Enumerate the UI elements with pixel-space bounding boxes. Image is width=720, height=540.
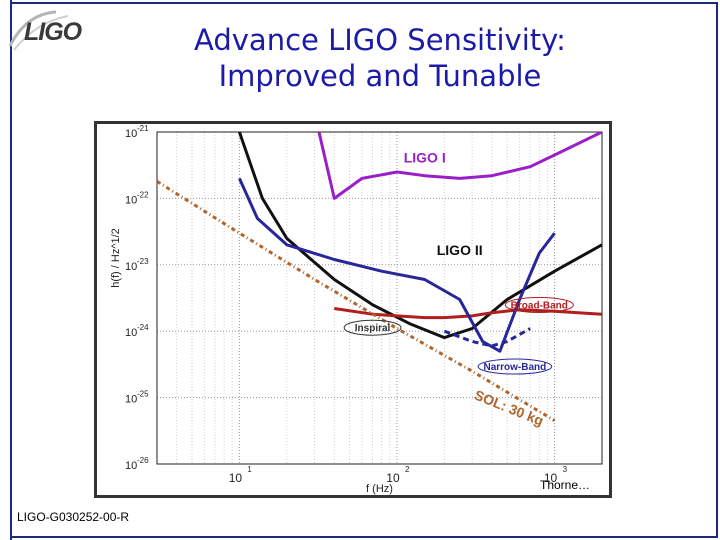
y-tick-exponent: -21	[137, 124, 149, 133]
label-narrowband: Narrow-Band	[483, 362, 546, 373]
sensitivity-chart: LIGO I LIGO II Broad-Band Narrow-Band Inspir…	[97, 124, 609, 495]
x-tick-label: 10	[386, 471, 400, 485]
slide-border-left	[10, 0, 12, 540]
x-tick-exponent: 3	[563, 465, 568, 474]
label-inspiral-outline	[343, 319, 402, 336]
chart-series	[157, 132, 602, 422]
x-tick-label: 10	[544, 471, 558, 485]
x-axis-label: f (Hz)	[366, 483, 393, 495]
series-narrow-band-detuned	[443, 327, 531, 348]
y-tick-exponent: -24	[137, 323, 149, 332]
plot-area-border	[156, 131, 603, 465]
x-tick-exponent: 2	[405, 465, 410, 474]
title-line-2: Improved and Tunable	[218, 59, 542, 93]
series-ligo-i	[317, 132, 602, 200]
y-tick-label: 10	[125, 261, 137, 273]
y-tick-label: 10	[125, 327, 137, 339]
y-axis-label: h(f) / Hz^1/2	[110, 228, 122, 288]
label-ligo2: LIGO II	[437, 242, 483, 258]
slide-border-right	[716, 2, 718, 538]
ligo-swoosh-icon	[8, 10, 69, 51]
figure-caption: Thorne…	[540, 478, 591, 492]
y-tick-label: 10	[125, 394, 137, 406]
series-broad-band	[334, 307, 602, 320]
label-inspiral: Inspiral	[355, 323, 391, 334]
slide-title: Advance LIGO Sensitivity: Improved and T…	[140, 22, 620, 94]
series-narrow-band	[238, 177, 556, 353]
y-tick-exponent: -26	[137, 456, 149, 465]
label-ligo1: LIGO I	[404, 149, 446, 165]
x-tick-exponent: 1	[247, 465, 252, 474]
y-tick-label: 10	[125, 194, 137, 206]
slide-border-bottom	[10, 536, 718, 538]
ligo-logo: LIGO	[24, 18, 82, 46]
y-tick-exponent: -25	[137, 390, 149, 399]
chart-axes	[156, 131, 603, 465]
label-broadband: Broad-Band	[511, 300, 568, 311]
footer-doc-id: LIGO-G030252-00-R	[17, 510, 130, 524]
series-sol-30-kg	[157, 180, 556, 422]
y-tick-exponent: -23	[137, 257, 149, 266]
slide-border-top	[10, 2, 718, 4]
x-tick-label: 10	[229, 471, 243, 485]
y-tick-label: 10	[125, 128, 137, 140]
y-tick-label: 10	[125, 460, 137, 472]
title-line-1: Advance LIGO Sensitivity:	[194, 23, 566, 57]
label-broadband-outline	[504, 296, 574, 313]
y-tick-exponent: -22	[137, 190, 149, 199]
label-narrowband-outline	[477, 358, 553, 375]
